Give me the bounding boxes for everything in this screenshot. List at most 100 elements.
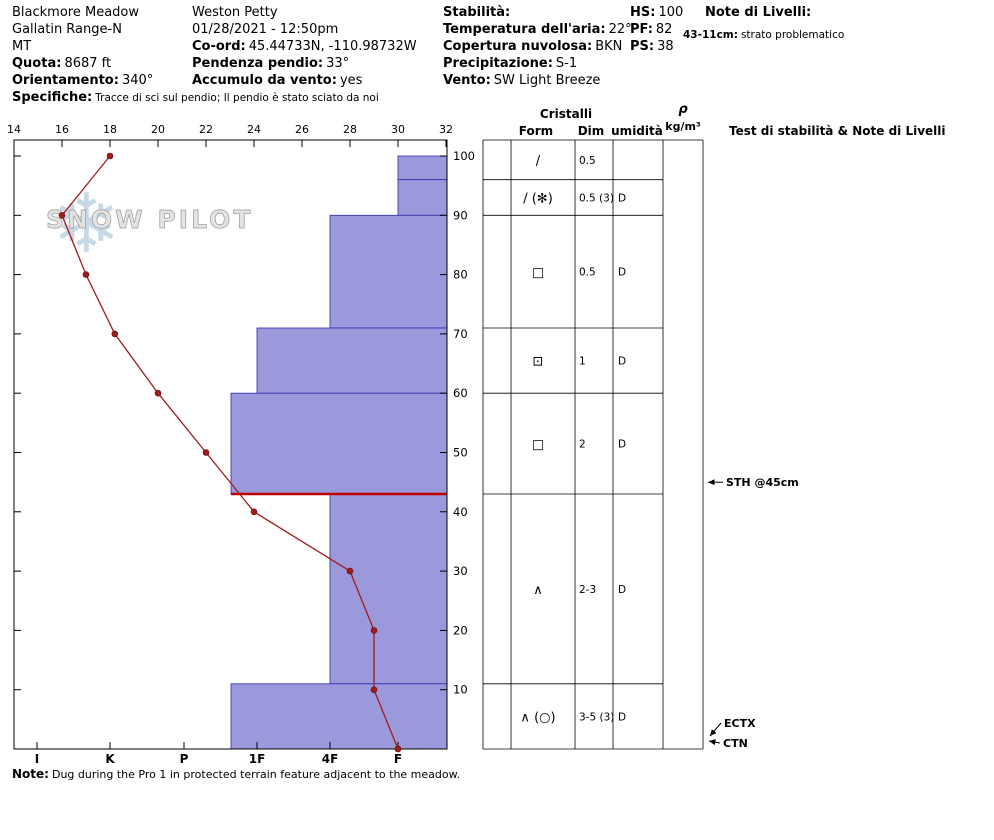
plot-border	[13, 139, 448, 750]
slope-label: Pendenza pendio:	[192, 56, 324, 71]
layer-bar	[256, 327, 448, 394]
depth-axis-label: 60	[453, 386, 468, 400]
watermark-text: SNOW PILOT	[46, 205, 253, 234]
hardness-axis-label: K	[105, 752, 115, 766]
sky-cover-label: Copertura nuvolosa:	[443, 39, 593, 54]
layer-bar	[329, 493, 448, 685]
temp-axis-label: 18	[103, 123, 117, 136]
snowflake-icon: ❄	[52, 177, 121, 272]
crystal-form-symbol: ∧ (○)	[520, 710, 555, 725]
crystal-wetness: D	[618, 584, 626, 596]
depth-axis-label: 40	[453, 505, 468, 519]
hardness-axis-label: I	[35, 752, 39, 766]
layer-bar	[329, 214, 448, 329]
conditions-block: Stabilità: Temperatura dell'aria: 22° Cop…	[443, 4, 632, 89]
air-temp-label: Temperatura dell'aria:	[443, 22, 606, 37]
site-notes-line: Specifiche: Tracce di sci sul pendio; Il …	[12, 89, 379, 107]
crystal-dim: 0.5 (3)	[579, 193, 614, 205]
temp-point	[250, 508, 258, 516]
temp-point	[111, 330, 119, 338]
temp-axis-label: 14	[7, 123, 21, 136]
crystal-form-symbol: □	[532, 438, 544, 453]
coord-line: Co-ord: 45.44733N, -110.98732W	[192, 38, 417, 55]
ps-line: PS: 38	[630, 38, 683, 55]
crystal-wetness: D	[618, 711, 626, 723]
layer-bar	[397, 179, 448, 216]
depth-axis-label: 30	[453, 564, 468, 578]
crystal-form-symbol: / (✻)	[523, 192, 553, 207]
crystal-dim: 3-5 (3)	[579, 711, 614, 723]
hs-label: HS:	[630, 5, 656, 20]
crystal-dim: 1	[579, 356, 586, 368]
temp-axis-label: 20	[151, 123, 165, 136]
layer-bar	[397, 155, 448, 181]
crystal-wetness: D	[618, 356, 626, 368]
pf-label: PF:	[630, 22, 653, 37]
wind-loading-label: Accumulo da vento:	[192, 73, 337, 88]
table-header-cristalli: Cristalli	[540, 107, 592, 121]
sky-cover-value: BKN	[595, 39, 623, 54]
location-block: Blackmore Meadow Gallatin Range-N MT Quo…	[12, 4, 379, 107]
air-temp-value: 22°	[608, 22, 632, 37]
layer-bar	[230, 392, 448, 495]
annotation-ectx: ECTX	[724, 717, 756, 730]
crystal-form-symbol: □	[532, 266, 544, 281]
col-header-dim: Dim	[578, 124, 605, 138]
aspect-line: Orientamento: 340°	[12, 72, 379, 89]
totals-block: HS: 100 PF: 82 PS: 38	[630, 4, 683, 55]
depth-axis-label: 20	[453, 623, 468, 637]
depth-axis-label: 70	[453, 327, 468, 341]
pf-line: PF: 82	[630, 21, 683, 38]
hardness-axis-label: 4F	[322, 752, 339, 766]
hs-value: 100	[658, 5, 684, 20]
crystal-dim: 2-3	[579, 584, 596, 596]
observer-name: Weston Petty	[192, 5, 278, 20]
footer-note-text: Dug during the Pro 1 in protected terrai…	[51, 768, 461, 781]
crystal-dim: 0.5	[579, 267, 596, 279]
temp-axis-label: 24	[247, 123, 261, 136]
temp-point	[154, 389, 162, 397]
temp-point	[370, 627, 378, 634]
crystal-dim: 0.5	[579, 155, 596, 167]
col-header-rho-units: kg/m³	[665, 120, 701, 133]
temp-axis-label: 16	[55, 123, 69, 136]
temp-axis-label: 28	[343, 123, 357, 136]
temp-axis-label: 26	[295, 123, 309, 136]
wind-loading-line: Accumulo da vento: yes	[192, 72, 417, 89]
elevation-label: Quota:	[12, 56, 62, 71]
sky-cover-line: Copertura nuvolosa: BKN	[443, 38, 632, 55]
col-header-rho: ρ	[678, 102, 688, 117]
wind-line: Vento: SW Light Breeze	[443, 72, 632, 89]
layer-note-entry: 43-11cm: strato problematico	[683, 23, 844, 42]
footer-note: Note: Dug during the Pro 1 in protected t…	[12, 763, 460, 782]
layer-note-range: 43-11cm:	[683, 29, 738, 41]
observer-block: Weston Petty 01/28/2021 - 12:50pm Co-ord…	[192, 4, 417, 89]
temp-point	[82, 271, 90, 278]
wind-value: SW Light Breeze	[493, 73, 601, 88]
crystal-form-symbol: ∧	[533, 583, 543, 598]
site-notes-value: Tracce di sci sul pendio; Il pendio è st…	[95, 92, 379, 104]
wind-label: Vento:	[443, 73, 491, 88]
crystal-form-symbol: ⊡	[533, 355, 544, 370]
temp-point	[346, 567, 354, 575]
ps-value: 38	[657, 39, 674, 54]
ectx-arrow	[709, 722, 722, 737]
annotation-sth: STH @45cm	[726, 476, 799, 489]
temp-point	[106, 152, 114, 160]
slope-line: Pendenza pendio: 33°	[192, 55, 417, 72]
crystal-dim: 2	[579, 439, 586, 451]
depth-axis-label: 80	[453, 268, 468, 282]
col-header-tests: Test di stabilità & Note di Livelli	[729, 124, 946, 138]
aspect-value: 340°	[121, 73, 154, 88]
depth-axis-label: 10	[453, 683, 468, 697]
precip-value: S-1	[555, 56, 578, 71]
elevation-value: 8687 ft	[64, 56, 112, 71]
crystal-wetness: D	[618, 439, 626, 451]
air-temp-line: Temperatura dell'aria: 22°	[443, 21, 632, 38]
temp-axis-label: 22	[199, 123, 213, 136]
ctn-arrow	[708, 739, 721, 746]
ps-label: PS:	[630, 39, 655, 54]
coord-value: 45.44733N, -110.98732W	[248, 39, 417, 54]
col-header-form: Form	[519, 124, 553, 138]
